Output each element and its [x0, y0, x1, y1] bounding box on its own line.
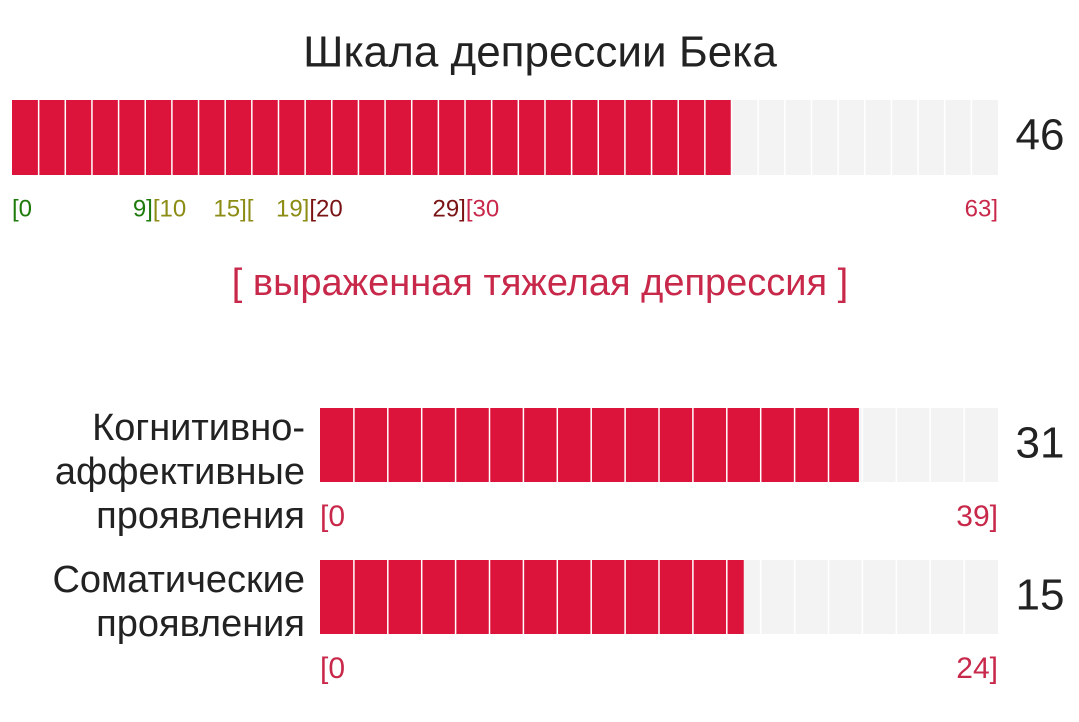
subscale-label: проявления: [96, 495, 305, 537]
range-start: [10: [153, 195, 186, 222]
title: Шкала депрессии Бека: [303, 28, 777, 77]
range-start: [: [247, 195, 254, 222]
bar-fill: [320, 408, 859, 482]
score: 46: [1016, 111, 1065, 160]
subscale-label: проявления: [96, 603, 305, 645]
score: 31: [1016, 419, 1065, 468]
score: 15: [1016, 571, 1065, 620]
bar-fill: [320, 560, 744, 634]
range-end: 63]: [965, 195, 998, 222]
range-end: 9]: [133, 195, 153, 222]
range-start: [0: [12, 195, 32, 222]
range-end: 29]: [432, 195, 465, 222]
bar-fill: [12, 100, 732, 175]
subscale-label: Соматические: [52, 559, 305, 601]
subscale-label: Когнитивно-: [92, 407, 305, 449]
scale-min: [0: [320, 652, 345, 685]
subscale-label: аффективные: [55, 451, 305, 493]
severity: [ выраженная тяжелая депрессия ]: [232, 262, 848, 304]
range-start: [20: [309, 195, 342, 222]
scale-max: 24]: [956, 652, 998, 685]
range-end: 15]: [213, 195, 246, 222]
scale-max: 39]: [956, 500, 998, 533]
scale-min: [0: [320, 500, 345, 533]
range-start: [30: [466, 195, 499, 222]
range-end: 19]: [276, 195, 309, 222]
